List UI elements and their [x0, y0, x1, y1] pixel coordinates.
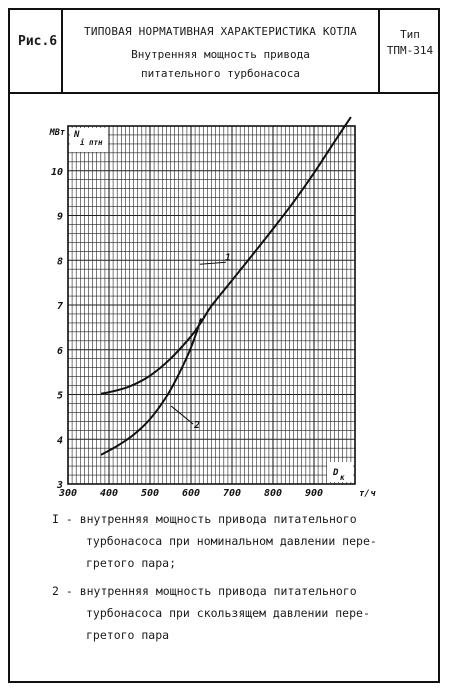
y-tick-label: 10 [51, 167, 63, 178]
title-cell: ТИПОВАЯ НОРМАТИВНАЯ ХАРАКТЕРИСТИКА КОТЛА… [63, 10, 380, 92]
main-title: ТИПОВАЯ НОРМАТИВНАЯ ХАРАКТЕРИСТИКА КОТЛА [84, 25, 357, 38]
y-tick-label: 9 [57, 212, 63, 223]
y-tick-label: 8 [57, 256, 63, 267]
x-tick-label: 300 [58, 488, 77, 499]
series-2-line [100, 318, 203, 456]
chart-subtitle-line2: питательного турбонасоса [141, 67, 300, 80]
y-tick-label: 3 [56, 480, 63, 491]
curve-label-1: 1 [225, 252, 231, 263]
page-frame: Рис.6 ТИПОВАЯ НОРМАТИВНАЯ ХАРАКТЕРИСТИКА… [8, 8, 440, 683]
legend-item1-line3: гретого пара; [86, 556, 177, 570]
x-tick-label: 400 [100, 488, 118, 499]
y-tick-label: 4 [57, 435, 63, 446]
type-label: Тип [400, 28, 420, 41]
figure-cell: Рис.6 [10, 10, 63, 92]
legend-item2-line1: 2 - внутренняя мощность привода питатель… [52, 584, 357, 598]
y-subscript-label: i птн [80, 138, 103, 147]
chart-subtitle-line1: Внутренняя мощность привода [131, 48, 310, 61]
x-tick-label: 900 [305, 488, 323, 499]
type-cell: Тип ТПМ-314 [380, 10, 440, 92]
type-value: ТПМ-314 [386, 44, 434, 57]
y-symbol-box [70, 128, 108, 152]
y-unit-label: МВт [49, 128, 65, 138]
curve-label-2: 2 [193, 420, 200, 431]
figure-label: Рис.6 [18, 34, 58, 49]
y-tick-label: 5 [57, 391, 63, 402]
y-tick-label: 6 [57, 346, 63, 357]
x-tick-label: 500 [141, 488, 159, 499]
y-tick-label: 7 [57, 301, 63, 312]
series-1-line [100, 116, 352, 395]
x-tick-label: 700 [223, 488, 241, 499]
x-symbol-label: D [332, 468, 339, 478]
legend-item2-line2: турбонасоса при скользящем давлении пере… [86, 606, 370, 620]
legend-item2-line3: гретого пара [86, 628, 170, 642]
x-tick-label: 800 [264, 488, 282, 499]
y-symbol-label: N [73, 130, 80, 140]
plot-border [67, 125, 356, 485]
legend-item1-line2: турбонасоса при номинальном давлении пер… [86, 534, 377, 548]
x-subscript-label: к [340, 473, 345, 482]
legend-item1-line1: I - внутренняя мощность привода питатель… [52, 512, 357, 526]
x-unit-label: т/ч [359, 489, 376, 499]
title-block: Рис.6 ТИПОВАЯ НОРМАТИВНАЯ ХАРАКТЕРИСТИКА… [10, 10, 438, 94]
leader-line-2 [170, 405, 194, 425]
x-tick-label: 600 [182, 488, 200, 499]
leader-line-1 [199, 261, 226, 265]
x-symbol-box [327, 462, 353, 482]
